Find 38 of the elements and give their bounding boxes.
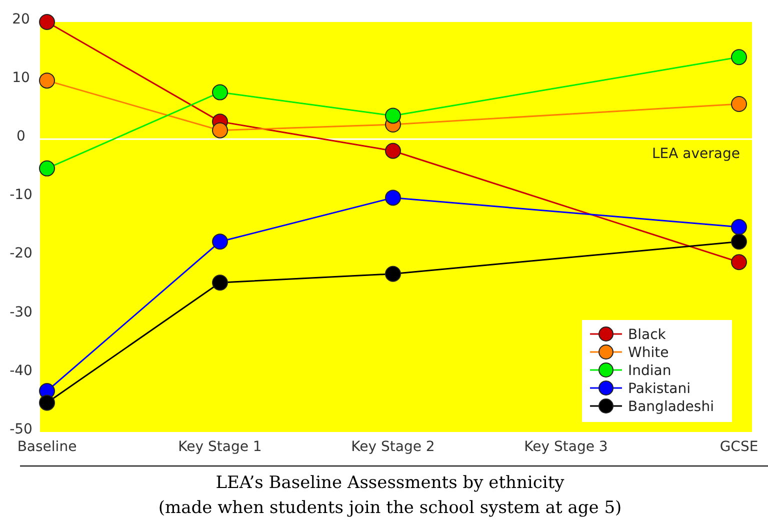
y-tick-label: -30 — [10, 304, 32, 320]
y-tick-label: -10 — [10, 187, 32, 204]
point — [385, 266, 401, 282]
point — [385, 142, 401, 159]
ref-line-label: LEA average — [652, 146, 740, 162]
text: (made when students join the school system at age 5) — [158, 498, 622, 518]
y-tick-label: 20 — [12, 11, 30, 28]
y-tick-label: -50 — [10, 421, 32, 438]
point — [385, 190, 401, 206]
y-tick-label: 0 — [16, 128, 26, 145]
legend-label: Bangladeshi — [628, 399, 714, 415]
x-tick-label: Baseline — [17, 438, 77, 455]
x-tick-label: GCSE — [720, 438, 758, 455]
point — [212, 234, 228, 250]
point — [39, 72, 55, 89]
point — [731, 254, 747, 270]
point — [39, 394, 55, 411]
text: LEA’s Baseline Assessments by ethnicity — [216, 473, 565, 493]
x-tick-label: Key Stage 2 — [351, 438, 435, 455]
point — [385, 108, 401, 124]
y-tick-label: 10 — [12, 70, 30, 86]
legend-label: White — [628, 345, 669, 361]
y-tick-label: -40 — [10, 362, 32, 379]
point — [212, 122, 228, 138]
legend-label: Black — [628, 327, 667, 343]
point — [39, 14, 55, 30]
legend-label: Indian — [628, 363, 672, 379]
point — [731, 234, 747, 250]
legend-label: Pakistani — [628, 381, 691, 397]
x-tick-label: Key Stage 1 — [178, 438, 262, 455]
point — [212, 274, 228, 291]
y-tick-label: -20 — [10, 246, 32, 262]
point — [731, 96, 747, 112]
point — [731, 219, 747, 235]
point — [39, 160, 55, 176]
x-tick-label: Key Stage 3 — [524, 438, 608, 455]
point — [731, 49, 747, 66]
point — [212, 84, 228, 100]
